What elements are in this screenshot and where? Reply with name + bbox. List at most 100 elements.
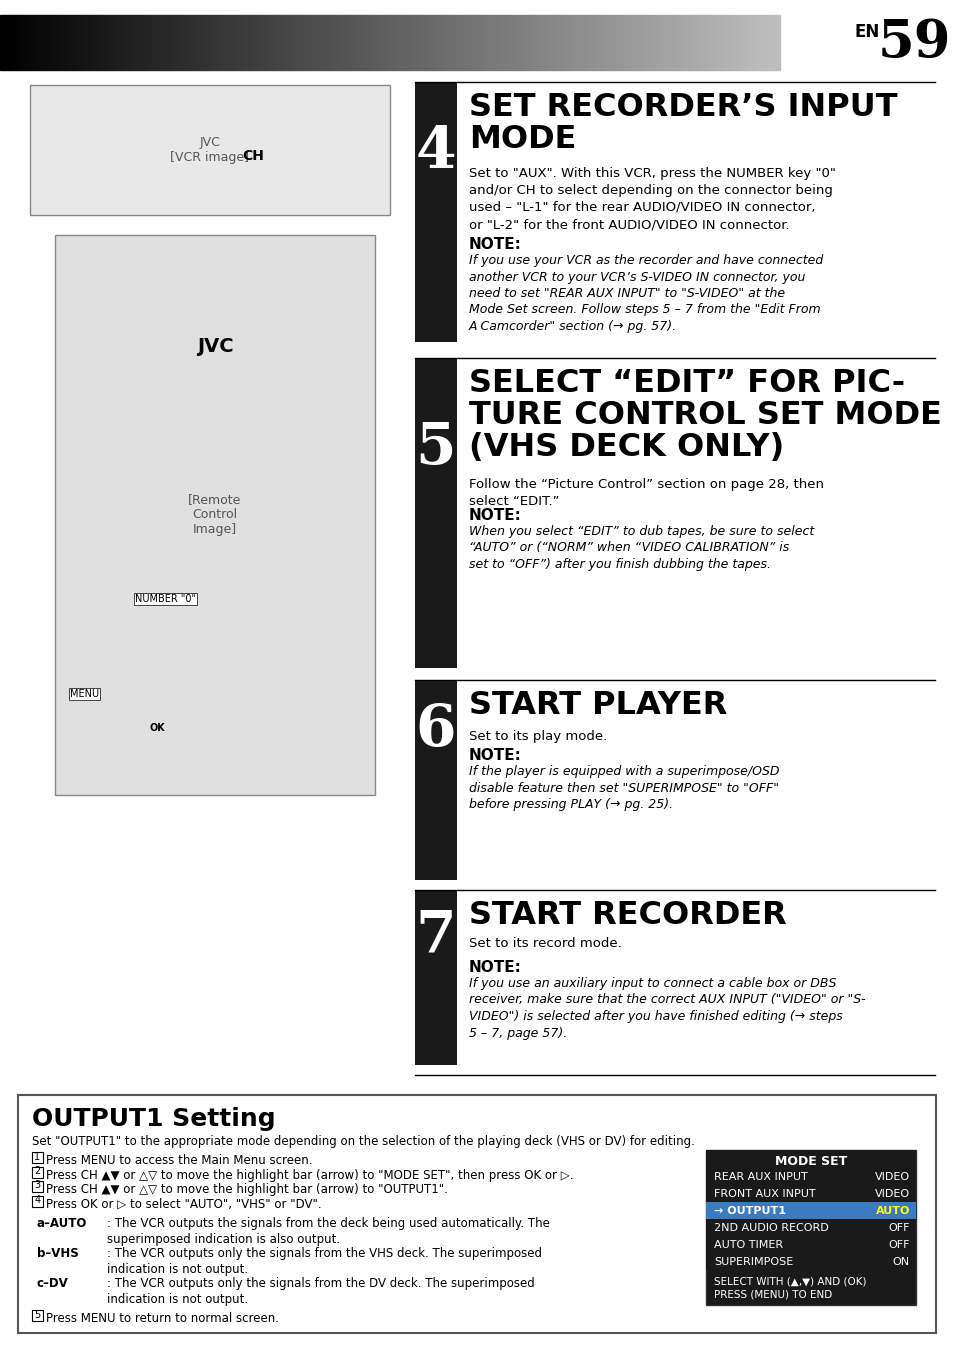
Bar <box>518 15 522 70</box>
Bar <box>211 15 214 70</box>
Bar <box>421 15 425 70</box>
Text: Press CH ▲▼ or △▽ to move the highlight bar (arrow) to "OUTPUT1".: Press CH ▲▼ or △▽ to move the highlight … <box>46 1183 447 1197</box>
Bar <box>117 15 121 70</box>
Bar <box>705 1149 915 1304</box>
Bar <box>296 15 300 70</box>
Text: 3: 3 <box>34 1180 41 1191</box>
Bar <box>498 15 502 70</box>
Bar <box>748 15 752 70</box>
Bar <box>694 15 698 70</box>
Bar <box>413 15 416 70</box>
Bar <box>18 1095 935 1333</box>
Bar <box>82 15 86 70</box>
Bar <box>152 15 156 70</box>
Text: a–AUTO: a–AUTO <box>37 1217 88 1230</box>
Bar <box>647 15 651 70</box>
Bar <box>394 15 397 70</box>
Bar <box>8 15 11 70</box>
Text: [Remote
Control
Image]: [Remote Control Image] <box>188 494 241 537</box>
Bar <box>604 15 608 70</box>
Text: 2ND AUDIO RECORD: 2ND AUDIO RECORD <box>713 1224 828 1233</box>
Text: : The VCR outputs only the signals from the VHS deck. The superimposed
indicatio: : The VCR outputs only the signals from … <box>107 1246 541 1276</box>
Bar <box>93 15 97 70</box>
Bar <box>312 15 315 70</box>
Bar <box>183 15 187 70</box>
Bar <box>32 1180 43 1193</box>
Bar <box>265 15 269 70</box>
Bar <box>15 15 19 70</box>
Bar <box>273 15 276 70</box>
Bar <box>257 15 261 70</box>
Text: Set "OUTPUT1" to the appropriate mode depending on the selection of the playing : Set "OUTPUT1" to the appropriate mode de… <box>32 1135 694 1148</box>
Text: NOTE:: NOTE: <box>469 509 521 523</box>
Bar <box>323 15 327 70</box>
Text: SELECT “EDIT” FOR PIC-
TURE CONTROL SET MODE
(VHS DECK ONLY): SELECT “EDIT” FOR PIC- TURE CONTROL SET … <box>469 368 941 464</box>
Bar <box>35 15 39 70</box>
Bar <box>433 15 436 70</box>
Text: Set to its record mode.: Set to its record mode. <box>469 938 621 950</box>
Text: → OUTPUT1: → OUTPUT1 <box>713 1206 785 1215</box>
Bar <box>511 15 515 70</box>
Bar <box>140 15 144 70</box>
Bar <box>545 15 549 70</box>
Bar <box>752 15 756 70</box>
Text: Press MENU to access the Main Menu screen.: Press MENU to access the Main Menu scree… <box>46 1153 313 1167</box>
Text: 1: 1 <box>34 1152 41 1161</box>
Bar <box>409 15 413 70</box>
Bar <box>415 890 456 1064</box>
Bar <box>709 15 713 70</box>
Bar <box>491 15 495 70</box>
Bar <box>459 15 463 70</box>
Bar <box>448 15 452 70</box>
Bar <box>705 1149 915 1168</box>
Bar <box>463 15 468 70</box>
Text: VIDEO: VIDEO <box>874 1188 909 1199</box>
Bar <box>705 1168 915 1184</box>
Bar <box>366 15 370 70</box>
Text: SELECT WITH (▲,▼) AND (OK)
PRESS (MENU) TO END: SELECT WITH (▲,▼) AND (OK) PRESS (MENU) … <box>713 1276 865 1299</box>
Bar <box>0 15 4 70</box>
Bar <box>90 15 93 70</box>
Text: Press MENU to return to normal screen.: Press MENU to return to normal screen. <box>46 1313 278 1325</box>
Bar <box>588 15 592 70</box>
Bar <box>515 15 518 70</box>
Bar <box>685 15 690 70</box>
Bar <box>623 15 627 70</box>
Text: Set to its play mode.: Set to its play mode. <box>469 730 607 743</box>
Bar <box>331 15 335 70</box>
Text: If you use an auxiliary input to connect a cable box or DBS
receiver, make sure : If you use an auxiliary input to connect… <box>469 977 864 1040</box>
Bar <box>233 15 237 70</box>
Bar <box>374 15 378 70</box>
Text: Set to "AUX". With this VCR, press the NUMBER key "0"
and/or CH to select depend: Set to "AUX". With this VCR, press the N… <box>469 167 835 231</box>
Bar <box>335 15 339 70</box>
Bar <box>558 15 561 70</box>
Bar <box>327 15 331 70</box>
Text: AUTO TIMER: AUTO TIMER <box>713 1240 782 1251</box>
Text: EN: EN <box>854 23 880 40</box>
Bar <box>168 15 172 70</box>
Bar <box>179 15 183 70</box>
Bar <box>584 15 588 70</box>
Bar <box>506 15 511 70</box>
Text: If the player is equipped with a superimpose/OSD
disable feature then set "SUPER: If the player is equipped with a superim… <box>469 765 779 811</box>
Bar <box>218 15 222 70</box>
Bar <box>737 15 740 70</box>
Bar <box>534 15 537 70</box>
Text: 2: 2 <box>34 1166 41 1176</box>
Bar <box>655 15 659 70</box>
Bar <box>502 15 506 70</box>
Bar <box>191 15 194 70</box>
Bar <box>39 15 43 70</box>
Bar <box>47 15 51 70</box>
Text: JVC
[VCR image]: JVC [VCR image] <box>171 136 250 165</box>
Bar <box>11 15 15 70</box>
Bar <box>226 15 230 70</box>
Bar <box>405 15 409 70</box>
Bar <box>487 15 491 70</box>
Bar <box>440 15 444 70</box>
Text: 5: 5 <box>416 420 456 476</box>
Text: NUMBER "0": NUMBER "0" <box>135 594 195 604</box>
Bar <box>378 15 382 70</box>
Bar <box>109 15 113 70</box>
Text: 5: 5 <box>34 1310 41 1319</box>
